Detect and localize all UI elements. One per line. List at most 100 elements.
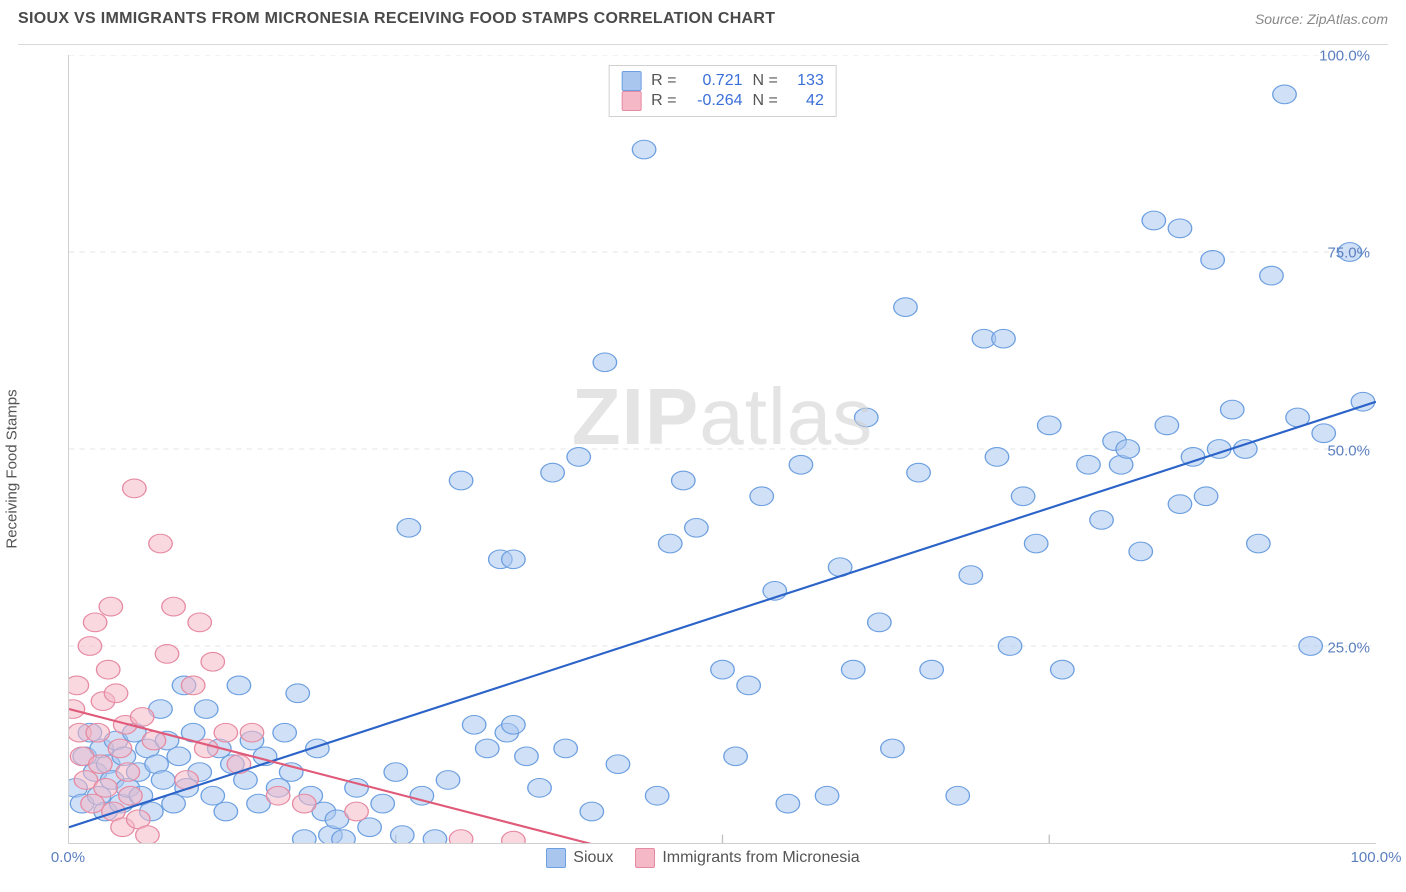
scatter-point [672,471,696,490]
scatter-plot: ZIPatlas R = 0.721 N = 133 R = -0.264 N … [68,55,1376,844]
series-legend: Sioux Immigrants from Micronesia [18,848,1388,868]
scatter-point [1116,440,1140,459]
r-value-micronesia: -0.264 [687,92,743,110]
chart-area: Receiving Food Stamps ZIPatlas R = 0.721… [18,44,1388,892]
source-attribution: Source: ZipAtlas.com [1255,11,1388,27]
scatter-point [69,676,89,695]
scatter-point [162,794,186,813]
scatter-point [397,518,421,537]
scatter-point [214,802,238,821]
scatter-point [1220,400,1244,419]
scatter-point [841,660,865,679]
scatter-point [286,684,310,703]
legend-item: Immigrants from Micronesia [635,848,859,868]
scatter-point [227,676,251,695]
scatter-point [985,448,1009,467]
scatter-point [685,518,709,537]
scatter-point [750,487,774,506]
scatter-point [99,597,123,616]
scatter-point [123,479,147,498]
scatter-point [789,455,813,474]
scatter-point [658,534,682,553]
n-value-sioux: 133 [788,72,824,90]
scatter-point [292,794,316,813]
scatter-point [188,613,212,632]
scatter-point [1201,251,1225,270]
scatter-point [502,715,526,734]
scatter-point [580,802,604,821]
stat-row-micronesia: R = -0.264 N = 42 [621,91,824,111]
stat-row-sioux: R = 0.721 N = 133 [621,71,824,91]
scatter-point [502,550,526,569]
scatter-point [1247,534,1271,553]
scatter-point [167,747,191,766]
trend-line [69,402,1376,828]
y-tick-label: 50.0% [1327,442,1370,459]
scatter-point [423,830,447,843]
scatter-point [78,637,102,656]
scatter-point [1273,85,1297,104]
scatter-point [907,463,931,482]
scatter-point [776,794,800,813]
scatter-point [96,660,120,679]
scatter-point [358,818,382,837]
scatter-point [240,723,264,742]
scatter-point [1155,416,1179,435]
legend-label: Sioux [573,849,613,867]
scatter-point [119,786,143,805]
scatter-point [89,755,113,774]
legend-swatch [546,848,566,868]
swatch-sioux [621,71,641,91]
scatter-point [104,684,128,703]
scatter-point [384,763,408,782]
scatter-point [946,786,970,805]
stat-legend: R = 0.721 N = 133 R = -0.264 N = 42 [608,65,837,117]
scatter-point [162,597,186,616]
scatter-point [449,830,473,843]
scatter-point [391,826,415,843]
scatter-point [894,298,918,317]
scatter-point [155,645,179,664]
scatter-point [1024,534,1048,553]
y-tick-label: 100.0% [1319,48,1370,65]
scatter-point [371,794,395,813]
scatter-point [130,708,154,727]
scatter-point [149,534,173,553]
scatter-point [94,779,118,798]
scatter-point [541,463,565,482]
scatter-point [632,140,656,159]
legend-swatch [635,848,655,868]
scatter-point [266,786,290,805]
swatch-micronesia [621,91,641,111]
scatter-point [345,802,369,821]
scatter-point [1168,219,1192,238]
scatter-point [593,353,617,372]
scatter-point [462,715,486,734]
scatter-point [998,637,1022,656]
scatter-point [116,763,140,782]
scatter-point [1037,416,1061,435]
scatter-point [136,826,160,843]
scatter-point [1312,424,1336,443]
n-value-micronesia: 42 [788,92,824,110]
scatter-point [227,755,251,774]
scatter-point [855,408,879,427]
scatter-point [1090,511,1114,530]
scatter-point [528,779,552,798]
y-axis-label: Receiving Food Stamps [4,389,21,548]
scatter-point [1168,495,1192,514]
scatter-point [868,613,892,632]
scatter-point [1194,487,1218,506]
scatter-point [1260,266,1284,285]
scatter-point [724,747,748,766]
scatter-point [151,771,175,790]
scatter-point [181,676,205,695]
scatter-point [1077,455,1101,474]
y-tick-label: 25.0% [1327,639,1370,656]
scatter-point [436,771,460,790]
scatter-point [1129,542,1153,561]
scatter-point [86,723,110,742]
legend-label: Immigrants from Micronesia [662,849,859,867]
chart-title: SIOUX VS IMMIGRANTS FROM MICRONESIA RECE… [18,10,775,28]
scatter-point [711,660,735,679]
